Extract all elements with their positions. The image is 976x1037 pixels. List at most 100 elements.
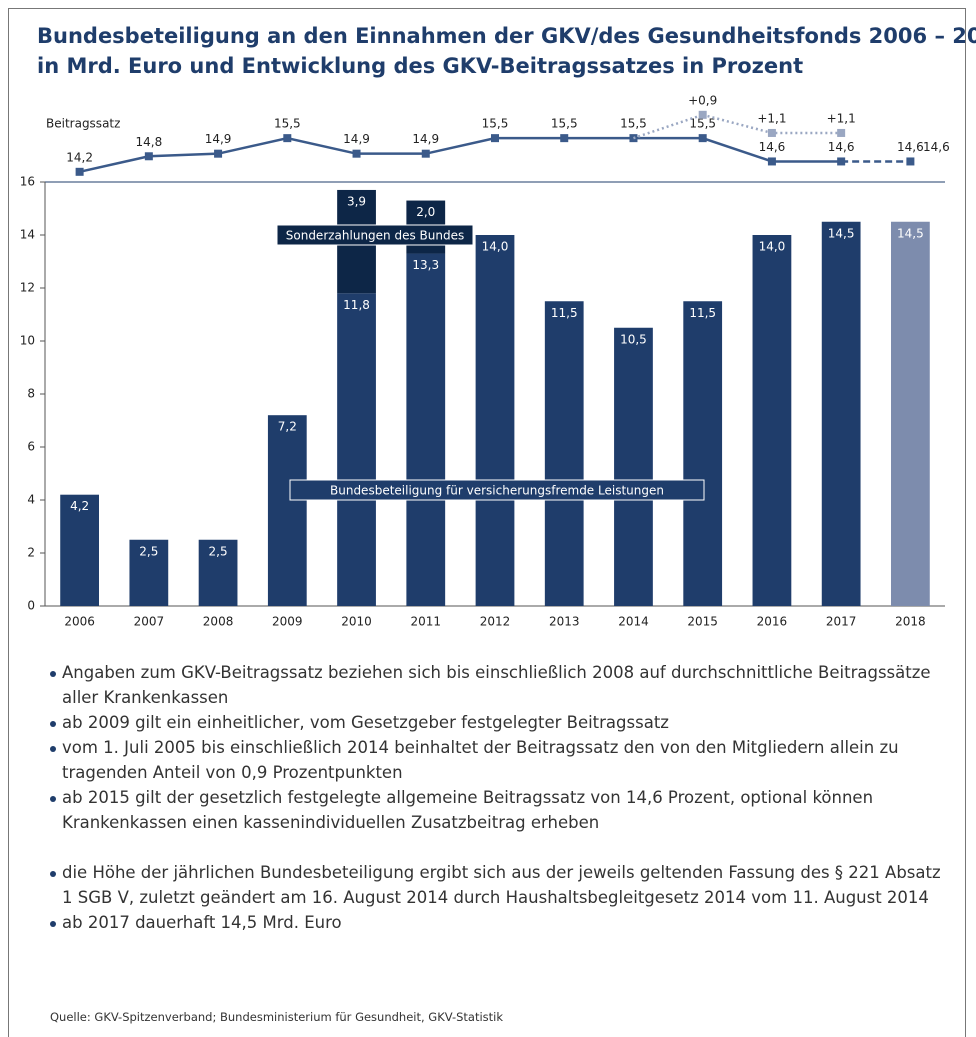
bar [337,293,376,606]
line-label: 15,5 [482,117,509,131]
line-label: 14,6 [828,140,855,154]
line-marker [767,157,776,166]
bar [198,539,238,606]
x-tick-label: 2012 [480,615,511,629]
y-tick-label: 10 [20,334,35,348]
note-group: Angaben zum GKV-Beitragssatz beziehen si… [50,660,950,835]
line-label: 14,6 [897,140,924,154]
bar-label: 11,5 [551,306,578,320]
source: Quelle: GKV-Spitzenverband; Bundesminist… [50,1010,504,1024]
bar-label: 14,5 [828,226,855,240]
line-label: 14,6 [923,140,950,154]
line-label: 15,5 [551,117,578,131]
line-marker [75,167,84,176]
bar [544,301,584,606]
bar [683,301,723,606]
line-marker [906,157,915,166]
x-tick-label: 2010 [341,615,372,629]
bar [129,539,169,606]
x-tick-label: 2007 [134,615,165,629]
frame [8,8,966,1037]
line-label: 15,5 [274,117,301,131]
line-label: 14,9 [412,132,439,146]
note-group: die Höhe der jährlichen Bundesbeteiligun… [50,860,950,935]
bar [475,235,515,606]
x-tick-label: 2013 [549,615,580,629]
line-label: 15,5 [689,117,716,131]
series-label: Bundesbeteiligung für versicherungsfremd… [330,484,664,498]
note: ab 2015 gilt der gesetzlich festgelegte … [50,785,950,835]
bar-label: 14,0 [482,240,509,254]
bar [752,235,792,606]
x-tick-label: 2017 [826,615,857,629]
y-tick-label: 12 [20,281,35,295]
chart: Beitragssatz 0 2 4 6 8 10 12 14 16 4,2 2,5 2,5 7,2 11… [20,93,950,629]
x-tick-label: 2015 [687,615,718,629]
y2-label: Beitragssatz [46,117,120,131]
line-label: 15,5 [620,117,647,131]
line [79,136,842,174]
note: die Höhe der jährlichen Bundesbeteiligun… [50,860,950,910]
y-tick-label: 6 [27,440,35,454]
line-marker [491,134,499,143]
line-label: 14,6 [759,140,786,154]
note: ab 2009 gilt ein einheitlicher, vom Gese… [50,710,950,735]
bar-label: 13,3 [412,258,439,272]
chart-title: Bundesbeteiligung an den Einnahmen der G… [37,24,976,48]
bar-label: 4,2 [70,499,89,513]
bar [60,494,99,606]
bar [891,221,930,606]
series-label: Sonderzahlungen des Bundes [286,229,464,243]
x-tick-label: 2014 [618,615,649,629]
line-connector [633,113,704,140]
x-tick-label: 2008 [203,615,234,629]
bar-label: 14,5 [897,226,924,240]
line-label: 14,9 [205,132,232,146]
line-marker [144,152,153,161]
x-tick-label: 2016 [757,615,788,629]
bar-label: 3,9 [347,194,366,208]
y-tick-label: 8 [27,387,35,401]
x-tick-label: 2018 [895,615,926,629]
line-label: +0,9 [688,93,717,107]
line-marker [837,128,846,137]
bar-label: 7,2 [278,420,297,434]
bar [406,253,446,607]
y-tick-label: 0 [27,599,35,613]
line-label: +1,1 [757,111,786,125]
y-tick-label: 2 [27,546,35,560]
x-tick-label: 2009 [272,615,303,629]
y-tick-label: 16 [20,175,35,189]
line-marker [421,149,430,158]
x-tick-label: 2011 [410,615,441,629]
line-label: 14,8 [135,135,162,149]
line-label: 14,2 [66,150,93,164]
series-box [276,224,474,246]
line-label: 14,9 [343,132,370,146]
bar-label: 2,5 [139,544,158,558]
line-marker [698,134,707,143]
line-marker [767,128,776,137]
notes: Angaben zum GKV-Beitragssatz beziehen si… [50,660,950,960]
note: vom 1. Juli 2005 bis einschließlich 2014… [50,735,950,785]
note: Angaben zum GKV-Beitragssatz beziehen si… [50,660,950,710]
line-marker [698,110,707,119]
note: ab 2017 dauerhaft 14,5 Mrd. Euro [50,910,950,935]
bar-label: 2,0 [416,205,435,219]
line-marker [283,134,292,143]
line-marker [214,149,223,158]
series-box [289,479,705,501]
x-tick-label: 2006 [64,615,95,629]
line-label: +1,1 [827,111,856,125]
chart-subtitle: in Mrd. Euro und Entwicklung des GKV-Bei… [37,54,804,78]
bar-label: 14,0 [759,240,786,254]
line-marker [837,157,846,166]
bar [821,221,861,606]
bar-label: 11,8 [343,298,370,312]
bar [267,415,307,606]
y-tick-label: 4 [27,493,35,507]
line-marker [560,134,569,143]
bar-label: 2,5 [209,544,228,558]
bar-label: 11,5 [689,306,716,320]
